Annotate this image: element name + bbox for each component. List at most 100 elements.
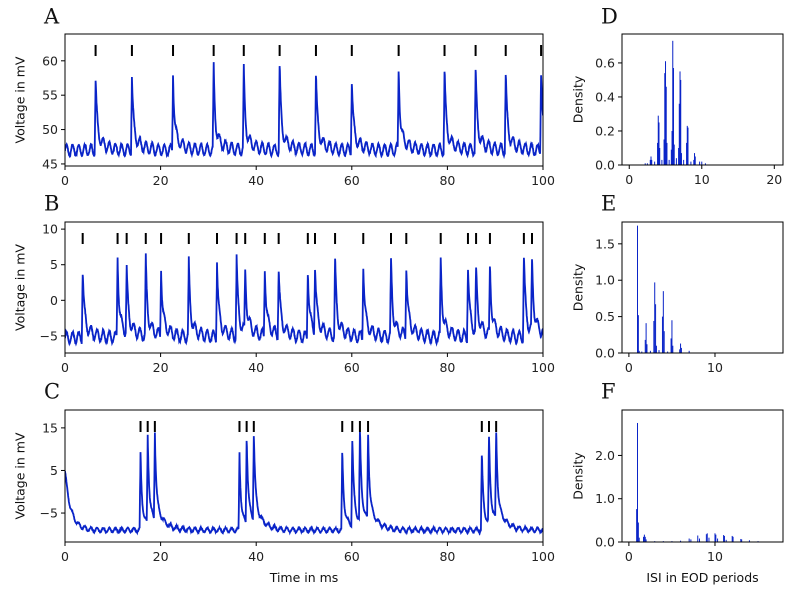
panel-f: F 0 10 0.0 1.0 2.0 Density ISI in EOD periods <box>571 380 784 585</box>
histogram-bar <box>637 522 639 542</box>
histogram-bar <box>671 130 673 165</box>
x-tick-label: 0 <box>61 549 69 564</box>
histogram-bar <box>654 282 656 353</box>
y-tick-label: −5 <box>40 506 58 521</box>
y-tick-label: 15 <box>42 420 58 435</box>
histogram-bar <box>653 320 655 353</box>
y-tick-label: 0.0 <box>595 158 615 173</box>
histogram-bar <box>678 103 680 165</box>
histogram-bar <box>661 316 663 353</box>
x-tick-label: 0 <box>625 549 633 564</box>
x-axis-label: Time in ms <box>269 570 339 585</box>
x-tick-label: 10 <box>707 549 723 564</box>
histogram-bar <box>644 536 646 542</box>
histogram-bar <box>697 535 699 542</box>
panel-letter: F <box>601 380 616 404</box>
histogram-bar <box>655 304 657 353</box>
y-tick-label: 1.5 <box>595 236 615 251</box>
histogram-bar <box>666 142 668 165</box>
histogram-bar <box>680 347 682 353</box>
histogram-bar <box>680 343 682 353</box>
axes-frame <box>64 33 544 167</box>
histogram-bar <box>638 537 640 542</box>
histogram-bar <box>679 349 681 353</box>
histogram-bar <box>637 422 638 542</box>
histogram-bar <box>701 161 703 165</box>
x-tick-label: 20 <box>153 173 169 188</box>
panel-letter: B <box>44 192 59 216</box>
histogram-bar <box>645 539 647 542</box>
histogram-bar <box>686 142 688 165</box>
y-tick-label: 0.6 <box>595 55 615 70</box>
histogram-bar <box>645 323 647 353</box>
histogram-bar <box>680 153 682 165</box>
x-tick-label: 40 <box>248 360 264 375</box>
histogram-bar <box>680 540 682 542</box>
histogram-bar <box>672 68 674 165</box>
x-tick-label: 80 <box>439 360 455 375</box>
x-tick-label: 40 <box>248 173 264 188</box>
y-tick-label: 5 <box>50 463 58 478</box>
panel-letter: D <box>601 5 618 29</box>
y-tick-label: 55 <box>42 88 58 103</box>
voltage-trace <box>65 253 543 347</box>
histogram-bar <box>670 149 672 165</box>
histogram-bar <box>699 161 701 165</box>
histogram-bar <box>637 225 638 353</box>
x-tick-label: 20 <box>766 172 782 187</box>
x-tick-label: 60 <box>344 173 360 188</box>
histogram-bar <box>644 339 646 353</box>
histogram-bar <box>658 350 660 353</box>
y-tick-label: 2.0 <box>595 448 615 463</box>
histogram-bar <box>636 509 638 542</box>
voltage-trace <box>65 62 543 160</box>
panel-a: A 0 20 40 60 80 100 45 50 55 60 Voltage in mV <box>13 5 555 189</box>
histogram-bar <box>690 539 692 542</box>
y-tick-label: 1.0 <box>595 273 615 288</box>
y-tick-label: 45 <box>42 156 58 171</box>
histogram-bar <box>641 351 643 353</box>
y-tick-label: 0.2 <box>595 123 615 138</box>
panel-letter: A <box>43 5 60 29</box>
x-tick-label: 0 <box>625 172 633 187</box>
x-tick-label: 80 <box>439 173 455 188</box>
x-tick-label: 100 <box>531 173 555 188</box>
histogram-bar <box>637 315 639 353</box>
histogram-bar <box>679 71 681 165</box>
histogram-bar <box>654 161 656 165</box>
y-axis-label: Voltage in mV <box>13 432 28 519</box>
panel-b: B 0 20 40 60 80 100 −5 0 5 10 Voltage in mV <box>13 192 555 376</box>
x-tick-label: 100 <box>531 549 555 564</box>
histogram-bar <box>649 159 651 165</box>
x-tick-label: 10 <box>707 360 723 375</box>
x-tick-label: 20 <box>153 549 169 564</box>
histogram-bar <box>687 127 689 165</box>
y-axis-label: Voltage in mV <box>13 56 28 143</box>
histogram-bar <box>673 144 675 165</box>
histogram-bar <box>704 163 706 165</box>
histogram-bar <box>693 159 695 165</box>
histogram-bar <box>725 539 727 542</box>
histogram-bar <box>638 350 640 353</box>
histogram-bar <box>644 163 646 165</box>
x-tick-label: 20 <box>153 360 169 375</box>
histogram-bar <box>650 156 652 165</box>
histogram-bar <box>662 291 664 353</box>
histogram-bar <box>686 125 688 165</box>
voltage-trace <box>65 431 543 536</box>
histogram-bar <box>688 538 690 542</box>
y-tick-label: 0.0 <box>595 535 615 550</box>
histogram-bar <box>665 86 667 165</box>
histogram-bar <box>665 61 667 165</box>
histogram-bar <box>649 350 651 353</box>
histogram-bar <box>664 73 666 165</box>
x-tick-label: 0 <box>61 173 69 188</box>
histogram-bar <box>661 159 663 165</box>
histogram-bar <box>694 153 696 165</box>
axes-frame <box>621 409 784 543</box>
y-tick-label: 10 <box>42 222 58 237</box>
y-tick-label: 50 <box>42 122 58 137</box>
histogram-bar <box>646 163 648 165</box>
histogram-bar <box>678 147 680 165</box>
